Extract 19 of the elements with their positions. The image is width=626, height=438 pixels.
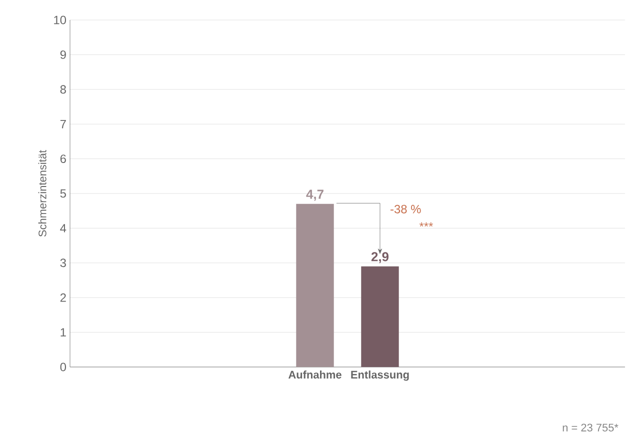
data-label: 2,9 (371, 252, 389, 264)
data-label: 4,7 (306, 190, 324, 201)
y-tick-label: 4 (60, 224, 66, 232)
annotation: *** (419, 222, 434, 227)
y-tick-label: 1 (60, 328, 66, 336)
y-tick-label: 10 (54, 16, 66, 24)
y-tick-label: 0 (60, 362, 66, 372)
x-tick-label: Aufnahme (288, 370, 342, 379)
y-tick-label: 2 (60, 293, 66, 302)
y-tick-label: 8 (60, 85, 66, 94)
y-tick-label: 9 (60, 50, 66, 59)
x-tick-label: Entlassung (351, 370, 409, 381)
y-axis-title: Schmerzintensität (38, 150, 46, 237)
y-tick-label: 6 (60, 154, 66, 164)
annotation: -38 % (390, 204, 421, 214)
text: n = 23 755* (562, 424, 618, 432)
y-tick-label: 7 (60, 120, 66, 128)
y-tick-label: 3 (60, 258, 66, 268)
y-tick-label: 5 (60, 189, 66, 198)
